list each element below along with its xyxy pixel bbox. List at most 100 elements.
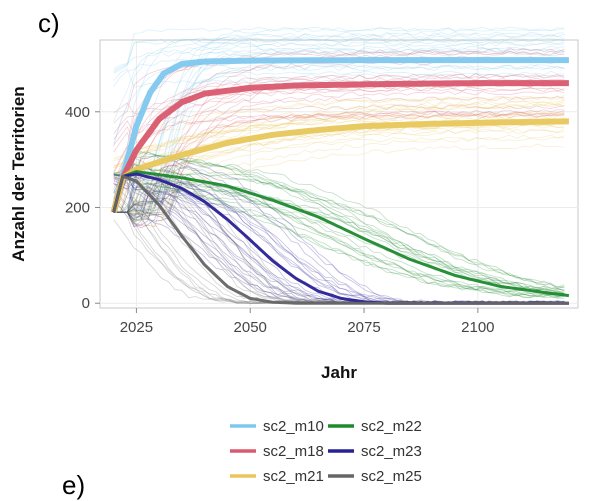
run-line [113, 102, 565, 178]
y-tick-label: 200 [65, 200, 90, 217]
run-line [113, 41, 565, 146]
run-line [113, 123, 565, 213]
run-line [113, 47, 565, 213]
run-line [113, 70, 565, 216]
x-tick-label: 2050 [234, 319, 267, 336]
run-line [113, 180, 565, 291]
legend-item-sc2_m21: sc2_m21 [230, 468, 324, 485]
run-line [113, 115, 565, 162]
run-line [113, 95, 565, 169]
run-line [113, 162, 565, 298]
run-line [113, 68, 565, 88]
series-lines [110, 57, 570, 305]
y-axis-title: Anzahl der Territorien [9, 86, 28, 261]
run-line [113, 65, 565, 216]
runs-sc2_m21 [113, 95, 565, 227]
run-line [113, 173, 565, 288]
run-line [113, 101, 565, 213]
x-axis: 2025 2050 2075 2100 [120, 308, 495, 336]
run-line [113, 164, 565, 298]
y-tick-label: 400 [65, 104, 90, 121]
run-line [113, 110, 565, 153]
run-line [113, 45, 565, 122]
run-line [113, 37, 565, 74]
run-line [113, 111, 565, 166]
run-line [113, 73, 565, 213]
run-line [113, 50, 565, 213]
run-line [113, 143, 565, 227]
legend-label: sc2_m18 [263, 443, 324, 460]
run-line [113, 159, 565, 288]
x-tick-label: 2100 [461, 319, 494, 336]
run-line [113, 48, 565, 190]
run-line [113, 110, 565, 228]
grid [100, 40, 578, 308]
run-line [113, 151, 565, 294]
run-line [113, 134, 565, 177]
run-line [113, 37, 565, 73]
run-line [113, 113, 565, 226]
series-line-sc2_m10 [110, 57, 569, 214]
run-line [113, 136, 565, 222]
run-line [113, 50, 565, 213]
run-line [113, 154, 565, 293]
run-line [113, 151, 565, 295]
run-line [113, 110, 565, 175]
run-line [113, 41, 565, 213]
run-line [113, 26, 565, 70]
series-line-sc2_m25 [112, 174, 569, 305]
run-line [113, 47, 565, 213]
run-line [113, 112, 565, 167]
series-line-sc2_m18 [110, 80, 569, 214]
run-line [113, 98, 565, 213]
run-line [113, 86, 565, 213]
legend: sc2_m10 sc2_m18 sc2_m21 sc2_m22 sc2_m23 sc2_m… [230, 418, 422, 485]
run-line [113, 100, 565, 213]
run-line [113, 34, 565, 198]
legend-label: sc2_m10 [263, 418, 324, 435]
next-panel-label: e) [62, 470, 86, 500]
run-line [113, 182, 565, 291]
legend-label: sc2_m25 [361, 468, 422, 485]
y-axis: 0 200 400 [65, 104, 100, 312]
run-line [113, 50, 565, 71]
legend-label: sc2_m22 [361, 418, 422, 435]
legend-item-sc2_m25: sc2_m25 [328, 468, 422, 485]
y-tick-label: 0 [82, 295, 90, 312]
run-line [113, 179, 565, 294]
run-line [113, 151, 565, 295]
run-line [113, 122, 565, 213]
run-line [113, 128, 565, 176]
legend-item-sc2_m23: sc2_m23 [328, 443, 422, 460]
run-line [113, 64, 565, 144]
series-line-sc2_m22 [112, 170, 570, 298]
x-tick-label: 2025 [120, 319, 153, 336]
run-line [113, 171, 565, 297]
series-line-sc2_m21 [110, 118, 569, 214]
run-line [113, 64, 565, 216]
run-line [113, 26, 565, 213]
run-line [113, 166, 565, 289]
run-line [113, 190, 565, 304]
run-line [113, 76, 565, 212]
run-line [113, 109, 565, 228]
run-line [113, 172, 565, 290]
run-line [113, 73, 565, 220]
run-line [113, 128, 565, 220]
panel-label: c) [38, 8, 60, 38]
run-line [113, 173, 565, 299]
legend-label: sc2_m21 [263, 468, 324, 485]
x-axis-title: Jahr [321, 363, 357, 382]
legend-item-sc2_m18: sc2_m18 [230, 443, 324, 460]
legend-item-sc2_m22: sc2_m22 [328, 418, 422, 435]
run-line [113, 104, 565, 140]
run-line [113, 95, 565, 160]
run-line [113, 90, 565, 219]
run-line [113, 113, 565, 146]
x-tick-label: 2075 [347, 319, 380, 336]
run-line [113, 73, 565, 184]
run-line [113, 182, 565, 304]
legend-label: sc2_m23 [361, 443, 422, 460]
legend-item-sc2_m10: sc2_m10 [230, 418, 324, 435]
